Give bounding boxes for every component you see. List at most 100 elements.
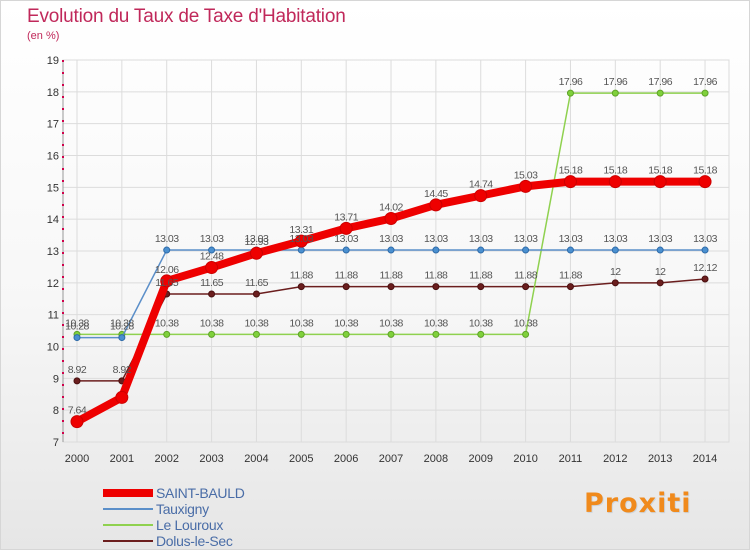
- data-point-saint-bauld: [519, 179, 533, 193]
- data-point-tauxigny: [163, 246, 171, 254]
- legend-label: Dolus-le-Sec: [156, 533, 233, 549]
- y-tick-label: 16: [47, 151, 59, 163]
- data-point-saint-bauld: [70, 415, 84, 429]
- data-label-saint-bauld: 14.45: [424, 188, 448, 200]
- data-label-dolus-le-sec: 11.88: [469, 270, 493, 282]
- data-point-tauxigny: [566, 246, 574, 254]
- data-point-le-louroux: [656, 89, 664, 97]
- data-point-dolus-le-sec: [611, 279, 619, 287]
- data-label-le-louroux: 10.38: [200, 317, 224, 329]
- x-tick-label: 2006: [334, 453, 358, 465]
- data-point-dolus-le-sec: [522, 283, 530, 291]
- y-tick-label: 19: [47, 55, 59, 67]
- data-point-tauxigny: [611, 246, 619, 254]
- x-tick-label: 2014: [693, 453, 717, 465]
- data-label-le-louroux: 10.38: [245, 317, 269, 329]
- x-tick-label: 2010: [513, 453, 537, 465]
- data-point-dolus-le-sec: [73, 377, 81, 385]
- data-label-tauxigny: 13.03: [200, 233, 224, 245]
- data-label-saint-bauld: 7.64: [68, 405, 87, 417]
- data-point-dolus-le-sec: [342, 283, 350, 291]
- data-label-saint-bauld: 13.71: [334, 211, 358, 223]
- data-label-le-louroux: 10.38: [424, 317, 448, 329]
- data-point-saint-bauld: [429, 198, 443, 212]
- data-point-saint-bauld: [653, 175, 667, 189]
- y-tick-label: 13: [47, 246, 59, 258]
- data-point-dolus-le-sec: [387, 283, 395, 291]
- x-tick-label: 2013: [648, 453, 672, 465]
- data-point-saint-bauld: [294, 234, 308, 248]
- data-label-saint-bauld: 13.31: [289, 224, 313, 236]
- x-tick-label: 2004: [244, 453, 268, 465]
- legend-label: SAINT-BAULD: [156, 485, 245, 501]
- data-label-le-louroux: 10.38: [469, 317, 493, 329]
- data-point-le-louroux: [252, 330, 260, 338]
- data-label-saint-bauld: 12.06: [155, 264, 179, 276]
- data-label-tauxigny: 13.03: [514, 233, 538, 245]
- data-point-tauxigny: [656, 246, 664, 254]
- data-point-saint-bauld: [384, 212, 398, 226]
- data-label-dolus-le-sec: 11.88: [559, 270, 583, 282]
- y-tick-label: 10: [47, 342, 59, 354]
- y-tick-label: 7: [53, 437, 59, 449]
- x-tick-label: 2008: [424, 453, 448, 465]
- data-point-dolus-le-sec: [701, 275, 709, 283]
- data-label-dolus-le-sec: 11.88: [380, 270, 404, 282]
- data-label-dolus-le-sec: 8.92: [113, 364, 132, 376]
- x-tick-label: 2011: [559, 453, 583, 465]
- data-point-le-louroux: [432, 330, 440, 338]
- x-tick-label: 2012: [603, 453, 627, 465]
- x-tick-label: 2007: [379, 453, 403, 465]
- data-point-le-louroux: [522, 330, 530, 338]
- proxiti-logo[interactable]: Proxiti: [584, 488, 692, 519]
- data-label-tauxigny: 13.03: [603, 233, 627, 245]
- data-label-le-louroux: 17.96: [648, 76, 672, 88]
- unit-label: (en %): [27, 30, 60, 42]
- data-label-dolus-le-sec: 11.88: [290, 270, 314, 282]
- data-label-saint-bauld: 15.03: [514, 169, 538, 181]
- data-label-dolus-le-sec: 11.88: [424, 270, 448, 282]
- data-label-dolus-le-sec: 11.88: [335, 270, 359, 282]
- data-label-tauxigny: 10.28: [65, 321, 89, 333]
- data-point-dolus-le-sec: [566, 283, 574, 291]
- data-point-saint-bauld: [698, 175, 712, 189]
- data-label-le-louroux: 10.38: [379, 317, 403, 329]
- data-label-saint-bauld: 12.93: [245, 236, 269, 248]
- legend-swatch-le-louroux: [103, 524, 153, 526]
- data-label-dolus-le-sec: 12.12: [693, 262, 717, 274]
- data-label-saint-bauld: 14.02: [379, 202, 403, 214]
- data-label-saint-bauld: 15.18: [693, 165, 717, 177]
- data-label-dolus-le-sec: 11.65: [155, 277, 179, 289]
- data-point-dolus-le-sec: [208, 290, 216, 298]
- legend-label: Tauxigny: [156, 501, 209, 517]
- data-label-le-louroux: 10.38: [65, 317, 89, 329]
- data-point-le-louroux: [566, 89, 574, 97]
- data-label-dolus-le-sec: 11.65: [245, 277, 269, 289]
- data-point-saint-bauld: [249, 246, 263, 260]
- data-label-dolus-le-sec: 11.88: [514, 270, 538, 282]
- y-tick-label: 11: [48, 310, 59, 322]
- data-point-saint-bauld: [115, 390, 129, 404]
- data-label-tauxigny: 10.28: [110, 321, 134, 333]
- data-label-le-louroux: 10.38: [334, 317, 358, 329]
- data-point-tauxigny: [297, 246, 305, 254]
- data-point-le-louroux: [208, 330, 216, 338]
- data-label-saint-bauld: 15.18: [559, 165, 583, 177]
- x-tick-label: 2001: [110, 453, 134, 465]
- data-point-le-louroux: [701, 89, 709, 97]
- data-label-tauxigny: 13.03: [693, 233, 717, 245]
- legend-swatch-tauxigny: [103, 508, 153, 510]
- data-point-saint-bauld: [474, 189, 488, 203]
- data-label-le-louroux: 10.38: [514, 317, 538, 329]
- data-point-saint-bauld: [339, 221, 353, 235]
- y-tick-label: 18: [47, 87, 59, 99]
- data-label-saint-bauld: 15.18: [603, 165, 627, 177]
- data-label-tauxigny: 13.03: [559, 233, 583, 245]
- data-label-le-louroux: 17.96: [693, 76, 717, 88]
- data-point-dolus-le-sec: [297, 283, 305, 291]
- y-tick-label: 8: [53, 405, 59, 417]
- data-point-tauxigny: [73, 334, 81, 342]
- x-tick-label: 2000: [65, 453, 89, 465]
